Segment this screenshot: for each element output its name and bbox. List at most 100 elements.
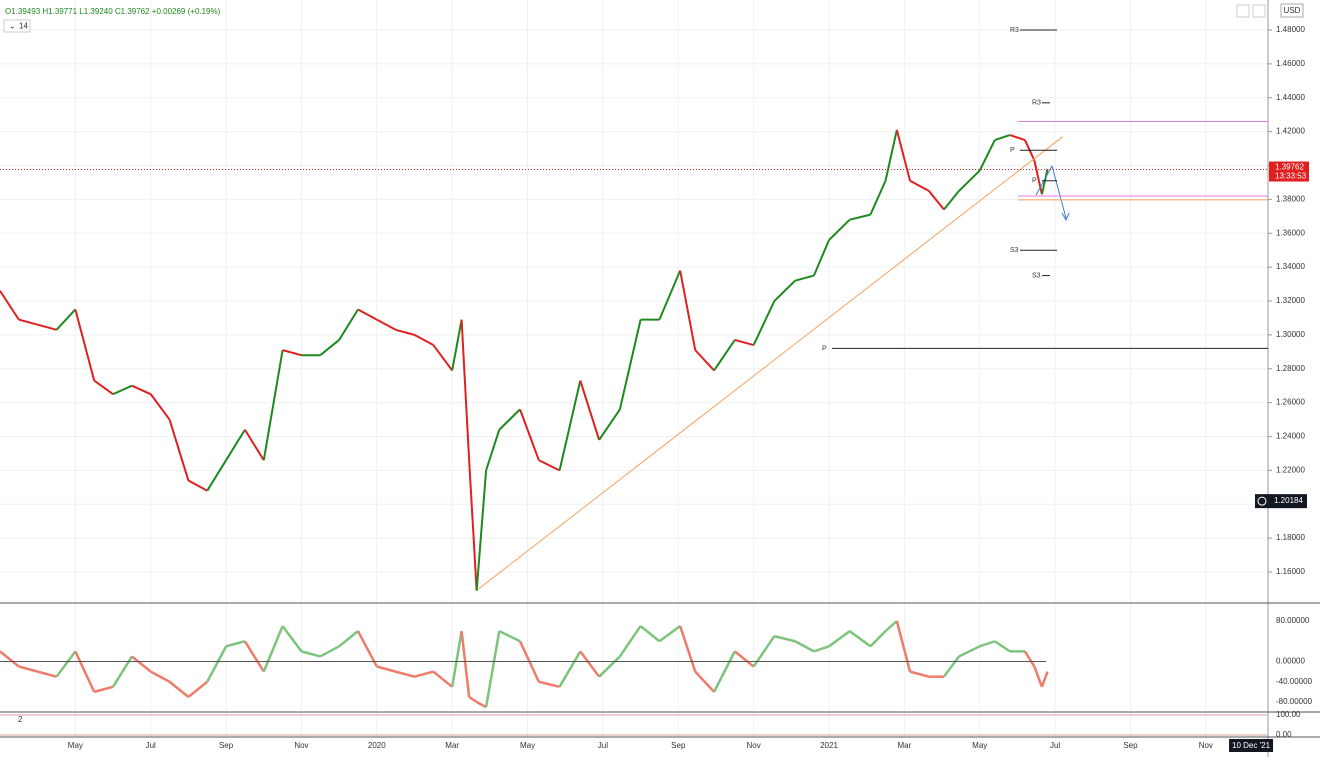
series-segment: [694, 670, 715, 693]
series-segment: [678, 625, 697, 673]
series-segment: [774, 634, 796, 643]
trend-line: [478, 136, 1063, 590]
series-segment: [618, 625, 642, 658]
series-segment: [639, 625, 661, 643]
countdown: 13:33:53: [1275, 172, 1307, 181]
crosshair-box: [1255, 494, 1307, 509]
x-tick-label: Sep: [219, 741, 234, 750]
series-segment: [794, 640, 815, 653]
series-segment: [376, 665, 396, 673]
series-segment: [55, 308, 77, 331]
series-segment: [869, 180, 887, 216]
series-segment: [432, 670, 453, 688]
series-segment: [93, 685, 114, 694]
x-tick-label: Jul: [1050, 741, 1060, 750]
series-segment: [450, 630, 463, 688]
series-segment: [319, 339, 340, 356]
pivot-label: R3: [1010, 27, 1019, 34]
series-segment: [338, 308, 359, 341]
series-segment: [414, 670, 434, 678]
series-segment: [395, 328, 415, 336]
series-segment: [74, 650, 96, 693]
series-segment: [187, 680, 209, 698]
series-segment: [884, 129, 898, 181]
series-segment: [869, 630, 887, 648]
y-tick-label: -40.00000: [1276, 677, 1313, 686]
maximize-button[interactable]: [1252, 4, 1266, 18]
currency: USD: [1284, 6, 1301, 15]
x-tick-label: May: [520, 741, 535, 750]
y-tick-label: 1.16000: [1276, 567, 1305, 576]
series-segment: [618, 319, 642, 410]
projection-arrow: [1051, 165, 1070, 222]
series-segment: [538, 680, 560, 689]
y-tick-label: 1.26000: [1276, 398, 1305, 407]
series-segment: [498, 408, 521, 431]
series-segment: [538, 459, 561, 472]
series-segment: [168, 680, 190, 698]
y-tick-label: -80.00000: [1276, 697, 1313, 706]
series-segment: [301, 650, 321, 658]
indicator-toggle-chevron: ⌄: [9, 22, 16, 31]
series-segment: [658, 270, 682, 321]
y-tick-label: 1.48000: [1276, 25, 1305, 34]
series-segment: [712, 650, 736, 693]
series-segment: [1023, 650, 1036, 668]
series-segment: [414, 333, 434, 346]
series-segment: [579, 650, 601, 678]
series-segment: [206, 645, 228, 683]
series-segment: [187, 479, 208, 492]
series-segment: [773, 279, 796, 302]
y-tick-label: 1.42000: [1276, 127, 1305, 136]
indicator-toggle[interactable]: [3, 19, 31, 33]
y-tick-label: 1.24000: [1276, 432, 1305, 441]
y-tick-label: 1.22000: [1276, 465, 1305, 474]
x-tick-label: May: [972, 741, 987, 750]
series-segment: [282, 349, 302, 357]
y-tick-label: 1.18000: [1276, 533, 1305, 542]
series-segment: [579, 380, 601, 441]
x-tick-label: Mar: [445, 741, 459, 750]
series-segment: [558, 380, 582, 471]
series-segment: [994, 134, 1011, 142]
currency-box[interactable]: [1280, 3, 1304, 18]
x-tick-label: Sep: [671, 741, 686, 750]
series-segment: [93, 379, 114, 395]
series-segment: [978, 139, 996, 172]
series-segment: [131, 655, 152, 673]
series-segment: [713, 339, 736, 372]
pivot-label: S3: [1032, 272, 1041, 279]
x-tick-label: Nov: [747, 741, 761, 750]
series-segment: [734, 338, 754, 347]
series-segment: [225, 429, 246, 461]
scroll-button[interactable]: [1236, 4, 1250, 18]
pivot-label: R3: [1032, 100, 1041, 107]
y-tick-label: 0.00: [1276, 730, 1292, 739]
series-segment: [37, 670, 57, 678]
series-segment: [519, 409, 540, 461]
series-segment: [1040, 671, 1049, 688]
y-tick-label: 1.32000: [1276, 296, 1305, 305]
pivot-label: P: [1032, 178, 1037, 185]
x-tick-label: Sep: [1123, 741, 1138, 750]
x-tick-label: Nov: [1199, 741, 1213, 750]
x-tick-label: May: [68, 741, 83, 750]
x-tick-label: Mar: [897, 741, 911, 750]
ohlc-readout: O1.39493 H1.39771 L1.39240 C1.39762 +0.0…: [5, 7, 221, 16]
series-segment: [0, 650, 20, 668]
series-segment: [357, 308, 378, 321]
series-segment: [168, 419, 190, 481]
x-tick-label: Nov: [294, 741, 308, 750]
series-segment: [979, 640, 996, 648]
last-price: 1.39762: [1275, 163, 1304, 172]
series-segment: [658, 625, 681, 643]
series-segment: [0, 290, 20, 321]
series-segment: [37, 323, 57, 331]
series-segment: [74, 309, 96, 381]
last-price-box: [1269, 161, 1309, 182]
series-segment: [994, 640, 1011, 653]
series-segment: [734, 650, 755, 668]
x-tick-label: 2020: [368, 741, 386, 750]
series-segment: [498, 630, 521, 643]
series-segment: [281, 625, 303, 653]
